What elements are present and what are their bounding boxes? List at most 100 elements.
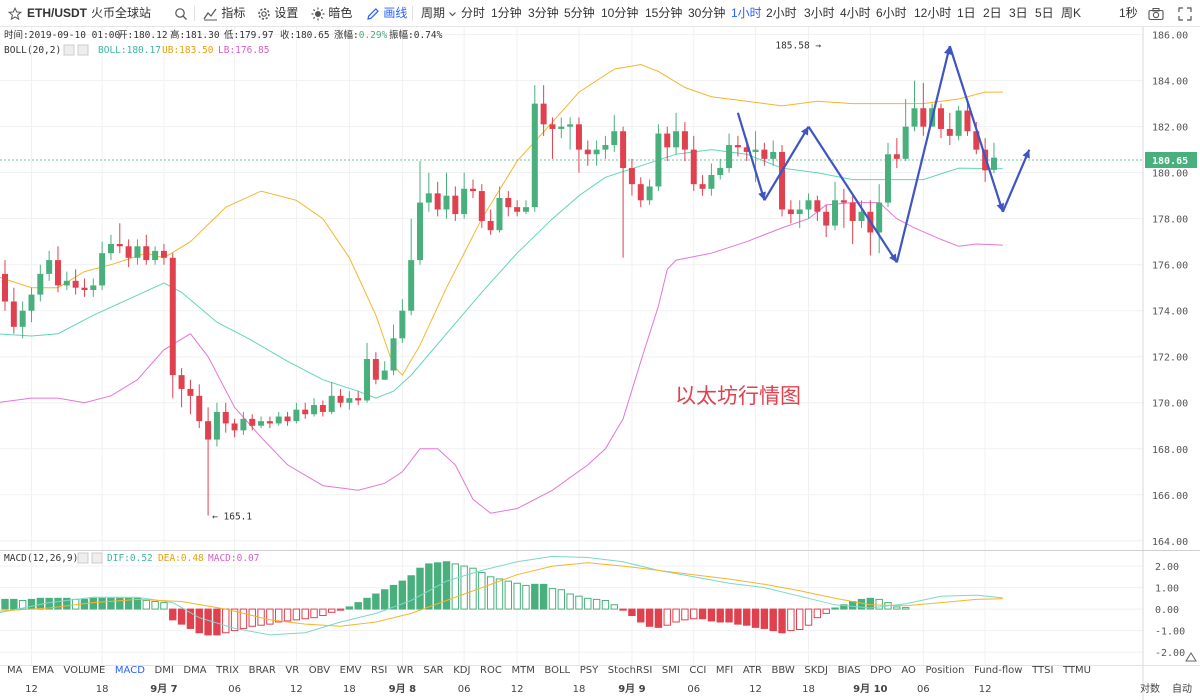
settings-button[interactable]: 设置 <box>257 0 298 26</box>
indicator-tab-TTSI[interactable]: TTSI <box>1031 665 1053 676</box>
indicator-tab-BRAR[interactable]: BRAR <box>249 665 276 676</box>
candle[interactable] <box>28 287 35 323</box>
indicator-tab-MTM[interactable]: MTM <box>511 665 534 676</box>
indicator-tab-BOLL[interactable]: BOLL <box>544 665 570 676</box>
candle[interactable] <box>107 234 114 261</box>
candle[interactable] <box>876 184 883 254</box>
candle[interactable] <box>920 82 927 136</box>
exchange-label[interactable]: 火币全球站 <box>91 6 152 20</box>
indicator-tab-SAR[interactable]: SAR <box>423 665 443 676</box>
indicator-tab-MACD[interactable]: MACD <box>115 665 145 676</box>
candle[interactable] <box>646 179 653 205</box>
candle[interactable] <box>522 200 529 215</box>
candle[interactable] <box>399 299 406 343</box>
interval-3日[interactable]: 3日 <box>1009 6 1028 20</box>
indicator-tab-Fund-flow[interactable]: Fund-flow <box>974 665 1022 676</box>
candle[interactable] <box>284 411 291 426</box>
candle[interactable] <box>832 181 839 231</box>
symbol-label[interactable]: ETH/USDT <box>27 6 87 20</box>
candle[interactable] <box>990 142 997 174</box>
favorite-star-icon[interactable] <box>8 0 22 26</box>
candle[interactable] <box>364 342 371 403</box>
indicator-tab-VR[interactable]: VR <box>285 665 299 676</box>
candle[interactable] <box>452 186 459 221</box>
interval-3分钟[interactable]: 3分钟 <box>528 6 559 20</box>
candle[interactable] <box>205 407 212 516</box>
candle[interactable] <box>187 379 194 415</box>
candle[interactable] <box>169 253 176 399</box>
candle[interactable] <box>708 163 715 196</box>
interval-1小时[interactable]: 1小时 <box>731 6 762 20</box>
candle[interactable] <box>717 158 724 180</box>
interval-5日[interactable]: 5日 <box>1035 6 1054 20</box>
candle[interactable] <box>549 117 556 159</box>
candle[interactable] <box>381 361 388 380</box>
candle[interactable] <box>54 246 61 293</box>
indicator-tab-Position[interactable]: Position <box>926 665 965 676</box>
period-dropdown[interactable]: 周期 <box>421 0 457 26</box>
candle[interactable] <box>575 117 582 173</box>
candle[interactable] <box>514 200 521 217</box>
indicator-tab-CCI[interactable]: CCI <box>689 665 706 676</box>
refresh-rate-label[interactable]: 1秒 <box>1119 6 1138 20</box>
candle[interactable] <box>408 218 415 316</box>
candle[interactable] <box>469 179 476 198</box>
indicator-tab-EMA[interactable]: EMA <box>32 665 54 676</box>
interval-15分钟[interactable]: 15分钟 <box>645 6 683 20</box>
candle[interactable] <box>911 80 918 132</box>
candle[interactable] <box>434 181 441 217</box>
candle[interactable] <box>116 223 123 254</box>
candle[interactable] <box>893 138 900 169</box>
indicator-tab-RSI[interactable]: RSI <box>371 665 387 676</box>
candle[interactable] <box>90 278 97 297</box>
candle[interactable] <box>372 352 379 385</box>
candle[interactable] <box>346 391 353 410</box>
interval-12小时[interactable]: 12小时 <box>914 6 952 20</box>
macd-hide-icon[interactable] <box>77 552 89 564</box>
candle[interactable] <box>37 264 44 302</box>
interval-2日[interactable]: 2日 <box>983 6 1002 20</box>
candle[interactable] <box>63 271 70 290</box>
indicator-tab-OBV[interactable]: OBV <box>309 665 330 676</box>
candle[interactable] <box>178 368 185 408</box>
candle[interactable] <box>19 301 26 339</box>
candle[interactable] <box>266 416 273 429</box>
candle[interactable] <box>531 85 538 212</box>
candle[interactable] <box>160 243 167 265</box>
candle[interactable] <box>796 200 803 228</box>
candle[interactable] <box>240 411 247 435</box>
candle[interactable] <box>673 112 680 155</box>
candle[interactable] <box>823 204 830 238</box>
candle[interactable] <box>443 172 450 219</box>
indicator-tab-KDJ[interactable]: KDJ <box>453 665 470 676</box>
candle[interactable] <box>293 402 300 424</box>
candle[interactable] <box>487 209 494 235</box>
candle[interactable] <box>690 135 697 192</box>
candle[interactable] <box>734 135 741 157</box>
candle[interactable] <box>196 384 203 429</box>
candle[interactable] <box>655 124 662 192</box>
candle[interactable] <box>628 158 635 196</box>
candle[interactable] <box>867 200 874 256</box>
candle[interactable] <box>46 250 53 281</box>
candle[interactable] <box>814 195 821 221</box>
candle[interactable] <box>584 140 591 166</box>
candle[interactable] <box>611 115 618 152</box>
candle[interactable] <box>134 239 141 265</box>
candle[interactable] <box>72 269 79 295</box>
candle[interactable] <box>681 122 688 162</box>
indicator-tab-EMV[interactable]: EMV <box>340 665 362 676</box>
candle[interactable] <box>417 161 424 265</box>
candle[interactable] <box>143 234 150 265</box>
macd-axis[interactable]: 2.00 1.00 0.00 -1.00 -2.00 <box>1155 562 1197 662</box>
boll-close-icon[interactable] <box>77 44 89 56</box>
interval-30分钟[interactable]: 30分钟 <box>688 6 726 20</box>
camera-icon[interactable] <box>1148 0 1164 26</box>
boll-hide-icon[interactable] <box>63 44 75 56</box>
indicator-tab-PSY[interactable]: PSY <box>580 665 599 676</box>
indicator-tab-TRIX[interactable]: TRIX <box>215 665 239 676</box>
candle[interactable] <box>540 85 547 136</box>
candle[interactable] <box>337 388 344 408</box>
candle[interactable] <box>2 260 8 311</box>
